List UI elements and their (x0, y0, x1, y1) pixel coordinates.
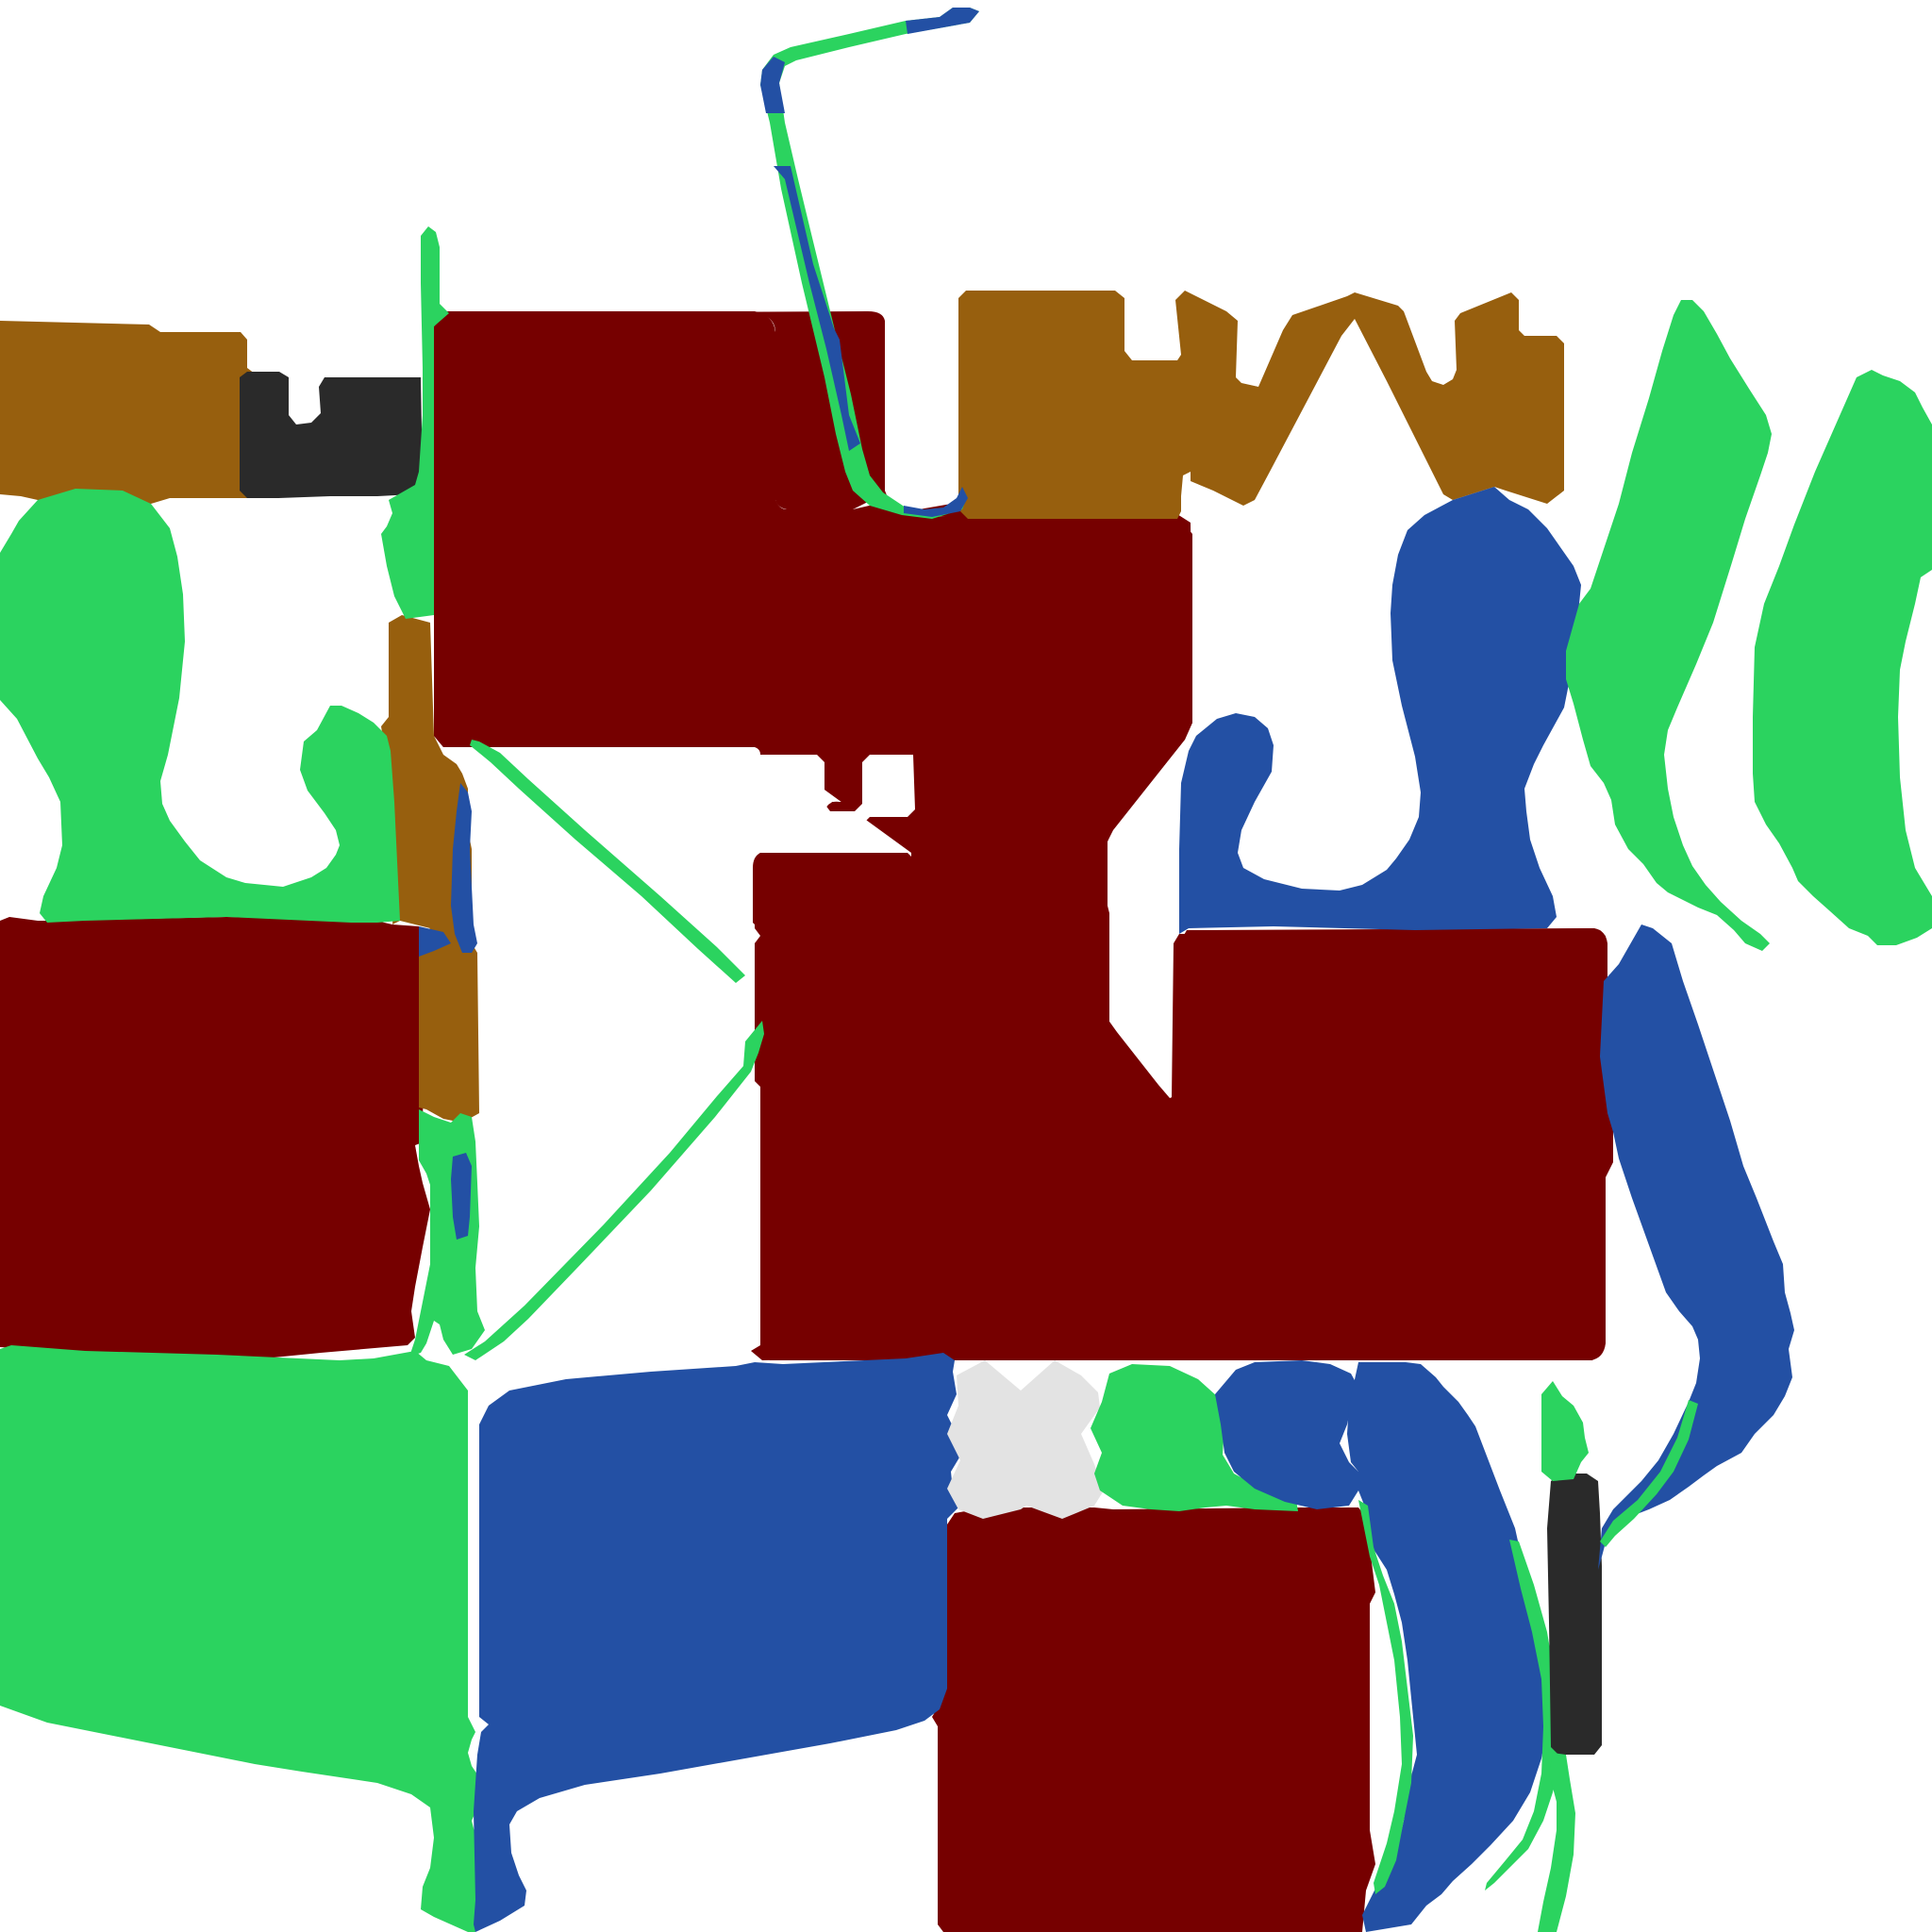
dark-red-region-left (0, 917, 430, 1358)
green-region-bottom-middle (1091, 1364, 1298, 1511)
dark-red-region-main (434, 311, 1613, 1360)
green-wire-top (760, 8, 979, 519)
green-line-right-upper (1600, 1400, 1698, 1547)
green-region-left-stripe (381, 226, 449, 619)
dark-red-region-bottom (932, 1507, 1375, 1932)
plus-icon (760, 755, 915, 853)
blue-region-bottom-middle (1215, 1360, 1360, 1509)
green-region-bottom-left (0, 1345, 479, 1932)
brown-region-top-left (0, 321, 279, 504)
green-line-right-tail (1485, 1540, 1558, 1890)
dark-region-right-bar (1547, 1474, 1602, 1755)
dark-region-top-left (240, 372, 423, 498)
green-line-diagonal-top (470, 740, 745, 983)
green-line-right-lower (1358, 1500, 1413, 1894)
green-region-right-thin (1541, 1381, 1589, 1481)
green-region-right-crescent-2 (1753, 370, 1932, 945)
blue-region-left-small (419, 926, 451, 957)
x-icon (947, 1360, 1104, 1519)
green-region-right-bottom (1538, 1753, 1575, 1932)
green-region-left-blob (0, 489, 400, 923)
blue-region-center-right (1179, 487, 1581, 934)
blue-region-left-strip (451, 783, 477, 953)
brown-region-top-center (958, 291, 1564, 519)
blue-region-left-lower (451, 1153, 472, 1240)
green-region-right-crescent (1566, 300, 1772, 951)
brown-region-left-strip (381, 615, 479, 1123)
blue-region-bottom-center (474, 1353, 962, 1932)
blue-region-right-lower (1347, 1362, 1547, 1932)
blue-region-right-upper (1598, 924, 1794, 1570)
